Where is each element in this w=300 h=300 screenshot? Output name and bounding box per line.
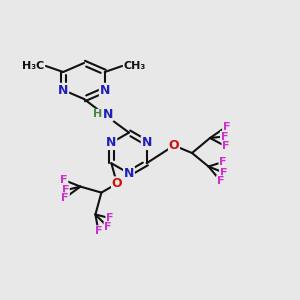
Text: F: F: [221, 131, 228, 142]
Text: F: F: [223, 122, 230, 132]
Text: F: F: [217, 176, 224, 186]
Text: CH₃: CH₃: [123, 61, 146, 71]
Text: N: N: [124, 167, 134, 180]
Text: F: F: [61, 193, 69, 203]
Text: F: F: [106, 213, 113, 223]
Text: F: F: [220, 167, 227, 178]
Text: N: N: [100, 83, 110, 97]
Text: F: F: [104, 222, 112, 232]
Text: O: O: [112, 177, 122, 190]
Text: F: F: [95, 226, 102, 236]
Text: F: F: [219, 157, 227, 167]
Text: F: F: [62, 185, 69, 195]
Text: N: N: [58, 83, 68, 97]
Text: N: N: [106, 136, 116, 149]
Text: F: F: [222, 141, 230, 152]
Text: N: N: [103, 108, 113, 121]
Text: H: H: [93, 109, 102, 119]
Text: H₃C: H₃C: [22, 61, 45, 71]
Text: N: N: [142, 136, 152, 149]
Text: F: F: [60, 175, 68, 185]
Text: O: O: [169, 139, 179, 152]
